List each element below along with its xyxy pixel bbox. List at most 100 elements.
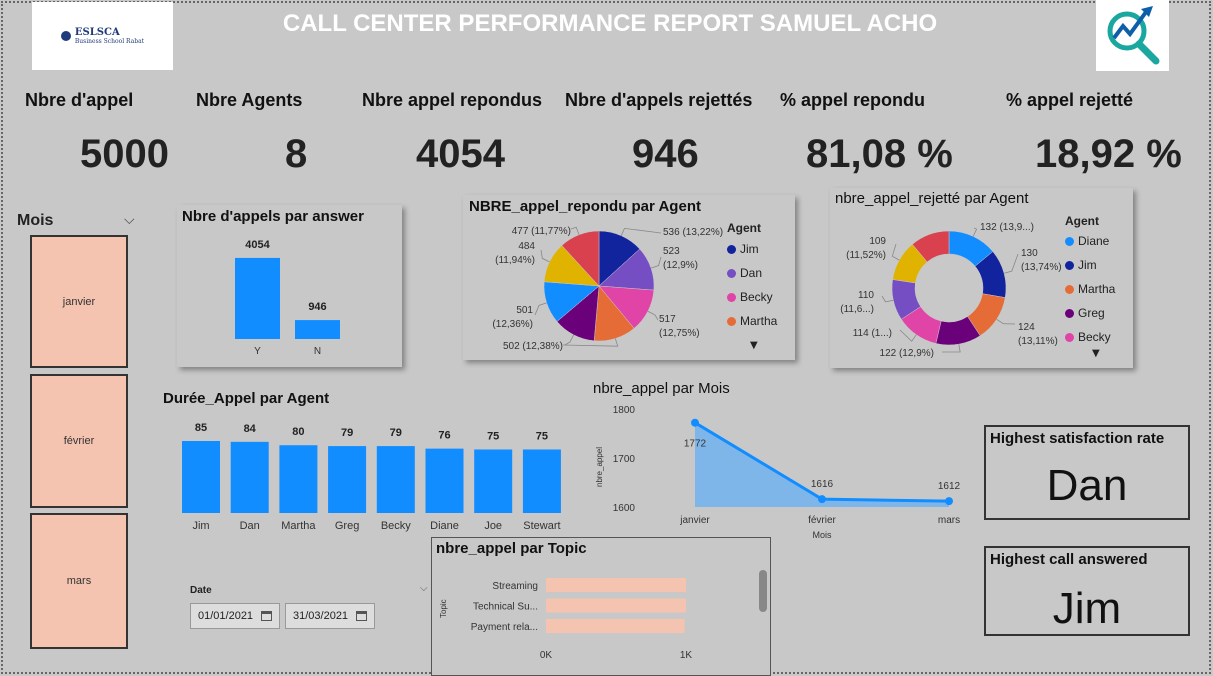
calendar-icon[interactable] bbox=[356, 611, 368, 621]
logo-sub: Business School Rabat bbox=[74, 37, 145, 45]
legend-item-jim[interactable]: Jim bbox=[1065, 253, 1115, 277]
slicer-item-mars[interactable]: mars bbox=[30, 513, 128, 649]
answered-pie-leader-line bbox=[564, 334, 575, 346]
mois-point-mars bbox=[945, 497, 953, 506]
answered-pie-data-label: 517 bbox=[659, 314, 676, 325]
date-filter-label: Date bbox=[190, 585, 212, 596]
rejected-donut-data-label: 132 (13,9...) bbox=[980, 222, 1034, 233]
legend-item-becky[interactable]: Becky bbox=[1065, 325, 1115, 349]
duree-tick-label: Diane bbox=[430, 520, 459, 532]
legend-dot-icon bbox=[1065, 284, 1074, 294]
end-date-input[interactable]: 31/03/2021 bbox=[285, 603, 375, 629]
legend-dot-icon bbox=[1065, 236, 1074, 246]
answer-tick-label: N bbox=[314, 346, 321, 357]
rejected-donut-data-label: 110 bbox=[858, 290, 874, 301]
legend-item-becky[interactable]: Becky bbox=[727, 285, 777, 309]
kpi-value-pct-rejected: 18,92 % bbox=[1035, 132, 1182, 176]
legend-dot-icon bbox=[727, 292, 736, 302]
mois-x-tick-label: mars bbox=[938, 515, 960, 526]
kpi-value-rejected: 946 bbox=[632, 132, 699, 176]
rejected-donut-leader-line bbox=[941, 344, 961, 353]
rejected-donut-data-label: (13,74%) bbox=[1021, 262, 1062, 273]
mois-data-label: 1616 bbox=[811, 479, 834, 490]
mois-area bbox=[695, 422, 949, 507]
rejected-donut-leader-line bbox=[996, 318, 1016, 325]
answered-legend: Jim Dan Becky Martha bbox=[727, 237, 777, 333]
mois-x-axis-label: Mois bbox=[812, 530, 832, 540]
duree-chart: 85 Jim 84 Dan 80 Martha 79 Greg 79 Becky 76 Diane 75… bbox=[182, 422, 561, 532]
analytics-magnifier-icon bbox=[1096, 0, 1169, 71]
mois-y-tick-label: 1800 bbox=[613, 405, 636, 416]
legend-more-icon[interactable]: ▼ bbox=[750, 340, 758, 351]
chevron-down-icon[interactable]: ⌵ bbox=[420, 583, 428, 594]
logo-name: ESLSCA bbox=[74, 26, 120, 38]
legend-item-diane[interactable]: Diane bbox=[1065, 229, 1115, 253]
legend-item-dan[interactable]: Dan bbox=[727, 261, 777, 285]
legend-dot-icon bbox=[727, 244, 736, 254]
mois-y-axis-label: nbre_appel bbox=[595, 447, 604, 487]
answer-data-label: 946 bbox=[308, 301, 326, 313]
rejected-donut-slice-stewart bbox=[912, 230, 950, 263]
start-date-input[interactable]: 01/01/2021 bbox=[190, 603, 280, 629]
eslsca-logo-mark-icon bbox=[60, 31, 71, 41]
answered-pie-data-label: (12,75%) bbox=[659, 328, 700, 339]
legend-item-greg[interactable]: Greg bbox=[1065, 301, 1115, 325]
start-date-value: 01/01/2021 bbox=[198, 610, 254, 622]
topic-tick-label: Streaming bbox=[492, 581, 538, 592]
rejected-donut-data-label: 124 bbox=[1018, 322, 1035, 333]
rejected-legend-title: Agent bbox=[1065, 214, 1099, 228]
report-title: CALL CENTER PERFORMANCE REPORT SAMUEL AC… bbox=[282, 10, 938, 37]
legend-more-icon[interactable]: ▼ bbox=[1092, 348, 1100, 359]
end-date-value: 31/03/2021 bbox=[293, 610, 349, 622]
duree-tick-label: Dan bbox=[240, 520, 260, 532]
duree-bar-greg bbox=[328, 446, 367, 513]
mois-x-tick-label: février bbox=[808, 515, 836, 526]
topic-bar bbox=[546, 598, 686, 613]
kpi-label-pct-answered: % appel repondu bbox=[780, 90, 926, 110]
slicer-item-janvier[interactable]: janvier bbox=[30, 235, 128, 368]
answer-bar-Y bbox=[235, 257, 280, 339]
scrollbar-thumb[interactable] bbox=[759, 570, 767, 612]
duree-bar-diane bbox=[425, 448, 464, 513]
rejected-donut-data-label: 114 (1...) bbox=[853, 328, 892, 339]
rejected-donut-leader-line bbox=[899, 329, 917, 342]
legend-item-martha[interactable]: Martha bbox=[1065, 277, 1115, 301]
duree-data-label: 76 bbox=[438, 430, 450, 442]
mois-x-tick-label: janvier bbox=[679, 515, 710, 526]
legend-label: Martha bbox=[1078, 282, 1116, 296]
legend-item-martha[interactable]: Martha bbox=[727, 309, 777, 333]
answer-chart-card: Nbre d'appels par answer 4054 Y 946 N bbox=[177, 205, 402, 367]
duree-bar-stewart bbox=[522, 449, 561, 513]
legend-dot-icon bbox=[727, 268, 736, 278]
chevron-down-icon[interactable]: ⌵ bbox=[124, 212, 135, 228]
duree-data-label: 75 bbox=[536, 430, 548, 442]
answered-pie-data-label: (12,9%) bbox=[663, 260, 698, 271]
legend-label: Diane bbox=[1078, 234, 1110, 248]
legend-label: Greg bbox=[1078, 306, 1105, 320]
topic-tick-label: Technical Su... bbox=[473, 602, 538, 613]
answered-card-value: Jim bbox=[1052, 584, 1122, 633]
rejected-donut-data-label: 122 (12,9%) bbox=[880, 348, 934, 359]
mois-chart: 1800 1700 1600 nbre_appel 1772 janvier 1616 fév… bbox=[595, 405, 961, 540]
answered-card-title: Highest call answered bbox=[990, 551, 1148, 568]
legend-label: Jim bbox=[740, 242, 759, 256]
calendar-icon[interactable] bbox=[261, 611, 273, 621]
slicer-item-fevrier[interactable]: février bbox=[30, 374, 128, 508]
rejected-donut-leader-line bbox=[881, 295, 894, 303]
legend-item-jim[interactable]: Jim bbox=[727, 237, 777, 261]
topic-y-axis-label: Topic bbox=[439, 599, 448, 618]
answered-pie-data-label: 536 (13,22%) bbox=[663, 227, 723, 238]
kpi-label-answered: Nbre appel repondus bbox=[362, 90, 543, 110]
mois-data-label: 1772 bbox=[684, 439, 707, 450]
kpi-value-total-calls: 5000 bbox=[80, 132, 169, 176]
legend-label: Becky bbox=[740, 290, 773, 304]
topic-bar bbox=[546, 619, 685, 633]
rejected-donut-card: nbre_appel_rejetté par Agent 132 (13,9..… bbox=[830, 188, 1133, 368]
answered-pie-data-label: 502 (12,38%) bbox=[503, 341, 563, 352]
duree-data-label: 80 bbox=[292, 426, 304, 438]
answer-chart-title: Nbre d'appels par answer bbox=[182, 208, 364, 225]
answered-pie-data-label: 484 bbox=[518, 241, 535, 252]
rejected-donut-data-label: 109 bbox=[869, 236, 886, 247]
rejected-donut-leader-line bbox=[891, 243, 900, 261]
duree-bar-martha bbox=[279, 445, 318, 513]
